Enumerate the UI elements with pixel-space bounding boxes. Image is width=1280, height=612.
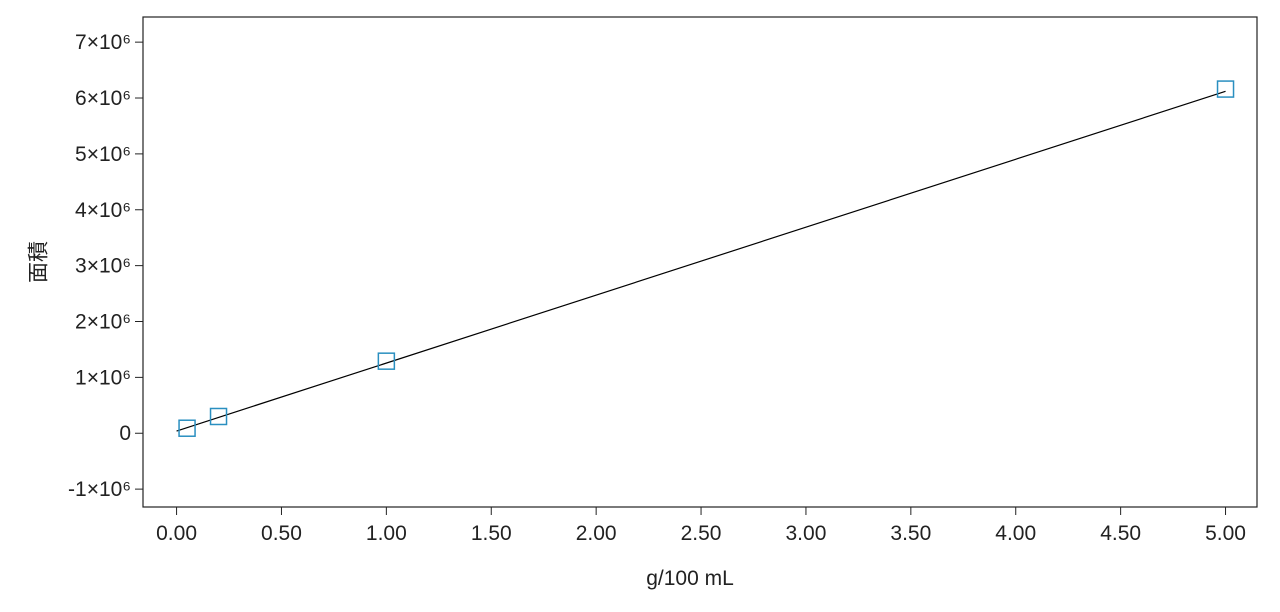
y-tick-label: 3×10⁶: [75, 255, 131, 278]
x-tick-label: 2.50: [681, 522, 722, 545]
x-tick-label: 5.00: [1205, 522, 1246, 545]
x-tick-label: 1.50: [471, 522, 512, 545]
x-tick-label: 3.00: [786, 522, 827, 545]
y-tick-label: 4×10⁶: [75, 199, 131, 222]
x-tick-label: 0.00: [156, 522, 197, 545]
x-tick-label: 1.00: [366, 522, 407, 545]
x-tick-label: 4.00: [995, 522, 1036, 545]
data-point: [178, 419, 196, 437]
y-tick-label: 5×10⁶: [75, 143, 131, 166]
x-tick-label: 2.00: [576, 522, 617, 545]
y-tick-label: 7×10⁶: [75, 31, 131, 54]
fit-line: [176, 90, 1226, 432]
y-tick-label: 0: [119, 422, 131, 445]
x-axis-label: g/100 mL: [646, 567, 734, 590]
plot-frame: [142, 16, 1258, 508]
y-tick-label: 6×10⁶: [75, 87, 131, 110]
data-point: [377, 352, 396, 370]
x-tick-label: 4.50: [1100, 522, 1141, 545]
y-axis-label: 面積: [28, 241, 51, 283]
data-point: [1216, 80, 1235, 98]
x-tick-label: 3.50: [890, 522, 931, 545]
x-tick-label: 0.50: [261, 522, 302, 545]
y-tick-label: 2×10⁶: [75, 311, 131, 334]
data-point: [209, 407, 228, 426]
y-tick-label: 1×10⁶: [75, 366, 131, 389]
y-tick-label: -1×10⁶: [68, 478, 131, 501]
